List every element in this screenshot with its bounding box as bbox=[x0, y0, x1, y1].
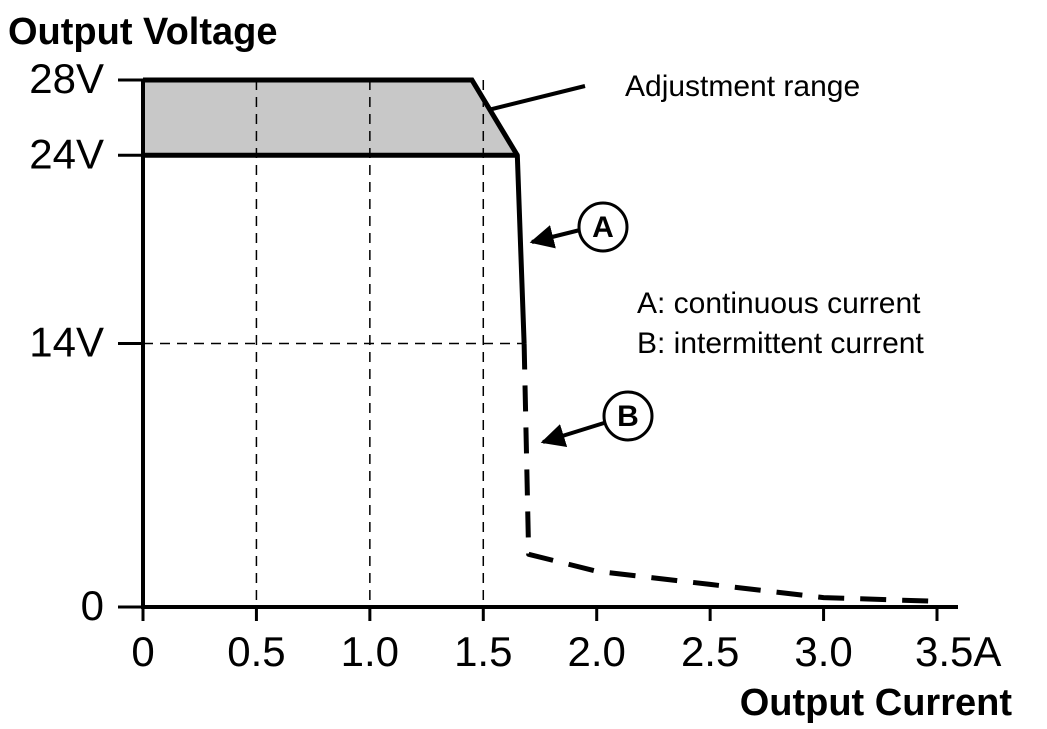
x-tick-label: 3.0 bbox=[794, 628, 852, 675]
y-tick-label: 0 bbox=[81, 582, 104, 629]
x-tick-label: 0 bbox=[131, 628, 154, 675]
series-line bbox=[143, 152, 527, 344]
x-tick-label: 1.0 bbox=[341, 628, 399, 675]
x-tick-label: 2.5 bbox=[681, 628, 739, 675]
legend-note: A: continuous current bbox=[637, 287, 921, 320]
range-fill bbox=[143, 80, 518, 156]
annotation-circle bbox=[602, 390, 654, 442]
series-line bbox=[521, 343, 938, 604]
x-tick-label: 2.0 bbox=[568, 628, 626, 675]
y-tick-label: 28V bbox=[29, 55, 104, 102]
x-tick-label: 1.5 bbox=[454, 628, 512, 675]
annotation-letter: A bbox=[592, 211, 614, 244]
y-tick-label: 24V bbox=[29, 130, 104, 177]
annotation-letter: B bbox=[617, 400, 639, 433]
x-axis-label: Output Current bbox=[740, 682, 1013, 724]
range-label: Adjustment range bbox=[625, 70, 860, 103]
y-tick-label: 14V bbox=[29, 319, 104, 366]
annotation-circle bbox=[577, 201, 629, 253]
x-tick-label: 0.5 bbox=[227, 628, 285, 675]
chart-title: Output Voltage bbox=[8, 11, 278, 53]
range-upper-line bbox=[143, 77, 520, 157]
annotation-arrow bbox=[529, 225, 581, 249]
legend-note: B: intermittent current bbox=[637, 327, 924, 360]
x-tick-label: 3.5A bbox=[915, 628, 1001, 675]
annotation-arrow bbox=[540, 421, 605, 448]
